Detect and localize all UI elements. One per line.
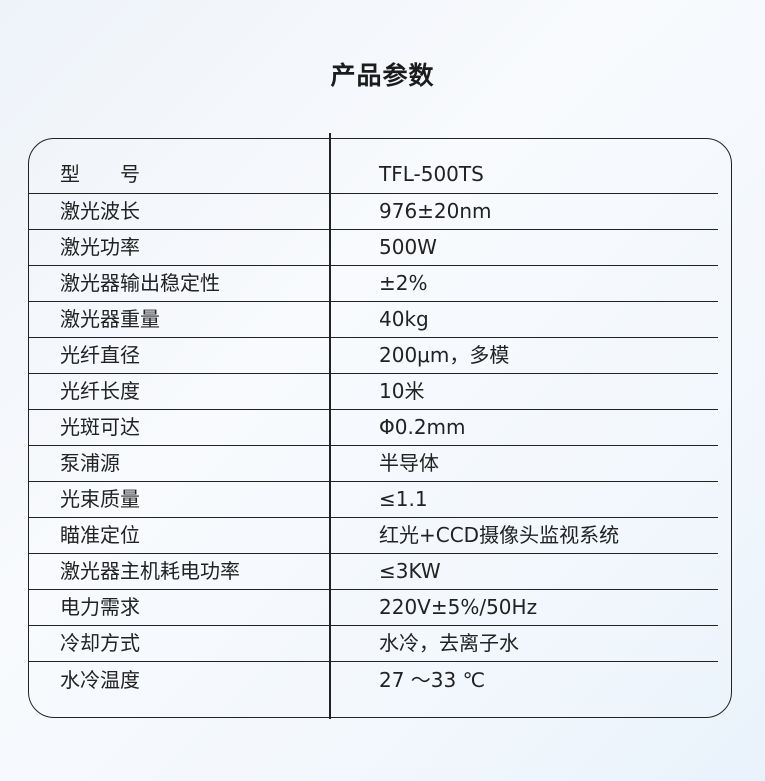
spec-value: 200μm，多模 bbox=[379, 343, 510, 367]
table-row: 泵浦源 半导体 bbox=[28, 446, 718, 482]
spec-label: 光纤直径 bbox=[60, 343, 140, 367]
spec-value: 220V±5%/50Hz bbox=[379, 595, 538, 619]
table-row: 光纤长度 10米 bbox=[28, 374, 718, 410]
table-row: 光纤直径 200μm，多模 bbox=[28, 338, 718, 374]
spec-label: 电力需求 bbox=[60, 595, 140, 619]
table-row: 水冷温度 27 ～33 ℃ bbox=[28, 662, 718, 698]
spec-value: 水冷，去离子水 bbox=[379, 631, 519, 655]
table-row: 瞄准定位 红光+CCD摄像头监视系统 bbox=[28, 518, 718, 554]
spec-value: ≤1.1 bbox=[379, 487, 428, 511]
column-divider bbox=[329, 133, 331, 719]
spec-label: 水冷温度 bbox=[60, 668, 140, 692]
table-row: 激光器主机耗电功率 ≤3KW bbox=[28, 554, 718, 590]
spec-value: 10米 bbox=[379, 379, 425, 403]
spec-value: 40kg bbox=[379, 307, 429, 331]
table-row: 光斑可达 Φ0.2mm bbox=[28, 410, 718, 446]
spec-label: 激光器输出稳定性 bbox=[60, 271, 220, 295]
spec-value: 976±20nm bbox=[379, 199, 492, 223]
spec-label: 光纤长度 bbox=[60, 379, 140, 403]
table-row: 激光器重量 40kg bbox=[28, 302, 718, 338]
spec-value: 红光+CCD摄像头监视系统 bbox=[379, 523, 620, 547]
spec-label: 冷却方式 bbox=[60, 631, 140, 655]
spec-label: 光束质量 bbox=[60, 487, 140, 511]
table-row: 光束质量 ≤1.1 bbox=[28, 482, 718, 518]
page-title: 产品参数 bbox=[330, 61, 435, 90]
table-row: 激光功率 500W bbox=[28, 230, 718, 266]
spec-label: 激光器主机耗电功率 bbox=[60, 559, 240, 583]
spec-value: ≤3KW bbox=[379, 559, 441, 583]
spec-label: 激光器重量 bbox=[60, 307, 160, 331]
spec-value: ±2% bbox=[379, 271, 428, 295]
table-row: 电力需求 220V±5%/50Hz bbox=[28, 590, 718, 626]
spec-value: 500W bbox=[379, 235, 437, 259]
spec-value: Φ0.2mm bbox=[379, 415, 466, 439]
spec-label: 激光功率 bbox=[60, 235, 140, 259]
table-row: 冷却方式 水冷，去离子水 bbox=[28, 626, 718, 662]
table-row: 型 号 TFL-500TS bbox=[28, 138, 718, 194]
table-row: 激光波长 976±20nm bbox=[28, 194, 718, 230]
spec-label: 瞄准定位 bbox=[60, 523, 140, 547]
spec-label: 型 号 bbox=[60, 162, 140, 186]
spec-table bbox=[28, 138, 732, 718]
spec-value: TFL-500TS bbox=[379, 162, 484, 186]
spec-label: 激光波长 bbox=[60, 199, 140, 223]
spec-value: 27 ～33 ℃ bbox=[379, 668, 486, 692]
table-row: 激光器输出稳定性 ±2% bbox=[28, 266, 718, 302]
spec-label: 泵浦源 bbox=[60, 451, 120, 475]
spec-label: 光斑可达 bbox=[60, 415, 140, 439]
spec-value: 半导体 bbox=[379, 451, 439, 475]
